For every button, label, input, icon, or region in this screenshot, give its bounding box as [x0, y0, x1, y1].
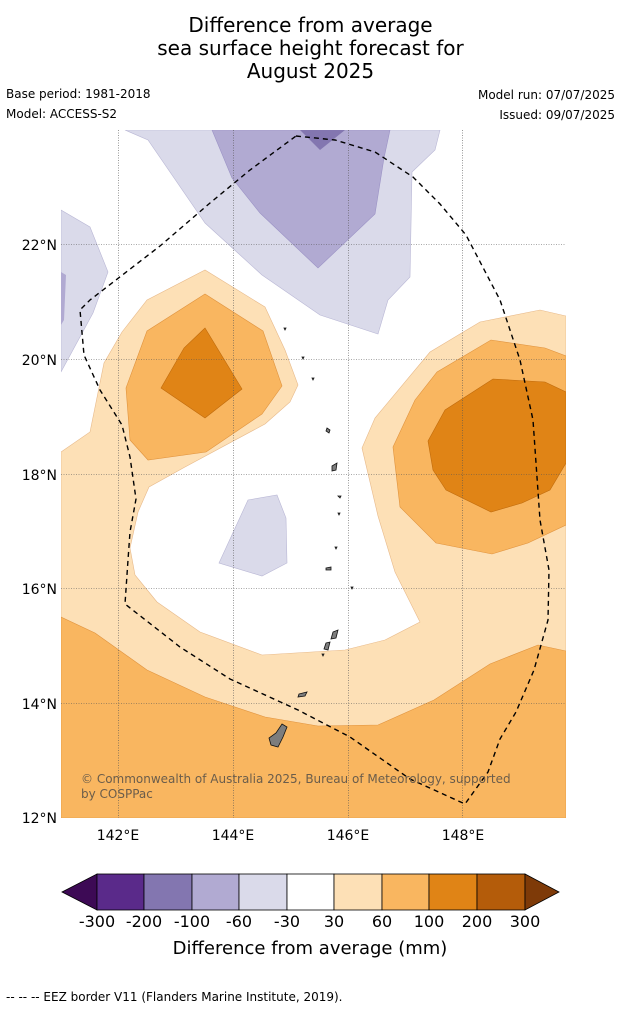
island-aguijan	[321, 653, 325, 657]
anomaly-band-neg100-neg200-north	[300, 130, 345, 150]
lat-tick-14: 14°N	[22, 697, 57, 713]
colorbar-min-arrow	[61, 873, 98, 911]
island-guam	[268, 723, 288, 748]
colorbar-label: -30	[274, 912, 300, 931]
colorbar: -300 -200 -100 -60 -30 30 60 100 200 300…	[61, 873, 560, 959]
lat-tick-18: 18°N	[22, 468, 57, 484]
eez-border	[79, 135, 550, 805]
colorbar-label: -100	[174, 912, 210, 931]
colorbar-swatch-9	[476, 873, 526, 911]
colorbar-swatch-5	[286, 873, 335, 911]
lon-tick-labels: 142°E 144°E 146°E 148°E	[97, 828, 485, 844]
anomaly-band-100-200-east	[427, 378, 566, 513]
eez-legend-note: -- -- -- EEZ border V11 (Flanders Marine…	[6, 990, 343, 1004]
lon-tick-148: 148°E	[442, 828, 485, 844]
base-period-label: Base period: 1981-2018	[6, 87, 151, 101]
islands	[268, 327, 354, 748]
map-plot-area	[61, 130, 566, 818]
anomaly-band-neg30-neg60-west	[61, 209, 109, 373]
issued-label: Issued: 09/07/2025	[499, 108, 615, 122]
colorbar-label: 100	[414, 912, 445, 931]
title-line-1: Difference from average	[188, 13, 433, 37]
lat-tick-12: 12°N	[22, 811, 57, 827]
colorbar-max-arrow	[524, 873, 560, 911]
map-gridlines	[61, 130, 566, 818]
island-saipan	[330, 629, 339, 640]
title-line-2: sea surface height forecast for	[157, 36, 464, 60]
colorbar-labels: -300 -200 -100 -60 -30 30 60 100 200 300	[79, 912, 540, 931]
colorbar-label: 200	[462, 912, 493, 931]
colorbar-label: 30	[324, 912, 344, 931]
lon-tick-146: 146°E	[327, 828, 370, 844]
colorbar-swatch-3	[191, 873, 240, 911]
colorbar-swatch-1	[96, 873, 145, 911]
anomaly-band-neg30-neg60-central	[218, 494, 288, 577]
lat-tick-16: 16°N	[22, 582, 57, 598]
colorbar-swatch-8	[428, 873, 478, 911]
colorbar-label: -200	[126, 912, 162, 931]
lat-tick-labels: 22°N 20°N 18°N 16°N 14°N 12°N	[22, 238, 57, 827]
island-pagan	[331, 462, 338, 472]
copyright-notice: © Commonwealth of Australia 2025, Bureau…	[81, 772, 511, 801]
title-line-3: August 2025	[246, 59, 375, 83]
model-run-label: Model run: 07/07/2025	[477, 88, 615, 102]
anomaly-band-100-200-west	[160, 327, 243, 419]
lat-tick-20: 20°N	[22, 353, 57, 369]
colorbar-swatch-7	[381, 873, 430, 911]
island-sarigan	[334, 546, 338, 550]
island-maug	[301, 356, 305, 360]
colorbar-swatch-4	[238, 873, 288, 911]
colorbar-label: -300	[79, 912, 115, 931]
island-rota	[297, 691, 308, 698]
island-tinian	[323, 641, 331, 651]
island-agrihan	[325, 427, 331, 434]
colorbar-title: Difference from average (mm)	[173, 938, 448, 959]
lat-tick-22: 22°N	[22, 238, 57, 254]
island-guguan	[337, 512, 341, 516]
island-uracas	[283, 327, 287, 331]
lon-tick-142: 142°E	[97, 828, 140, 844]
island-anatahan	[325, 566, 332, 571]
colorbar-label: 60	[372, 912, 392, 931]
island-asuncion	[311, 377, 315, 381]
anomaly-band-60-100-south	[61, 616, 566, 818]
model-label: Model: ACCESS-S2	[6, 107, 118, 121]
colorbar-label: -60	[226, 912, 252, 931]
colorbar-label: 300	[510, 912, 541, 931]
island-alamagan	[337, 495, 342, 499]
lon-tick-144: 144°E	[212, 828, 255, 844]
colorbar-swatch-2	[143, 873, 193, 911]
map-title: Difference from average sea surface heig…	[0, 14, 621, 83]
island-isla-unnamed	[350, 586, 354, 590]
anomaly-band-neg60-neg100-west	[61, 272, 66, 325]
colorbar-swatch-6	[333, 873, 383, 911]
